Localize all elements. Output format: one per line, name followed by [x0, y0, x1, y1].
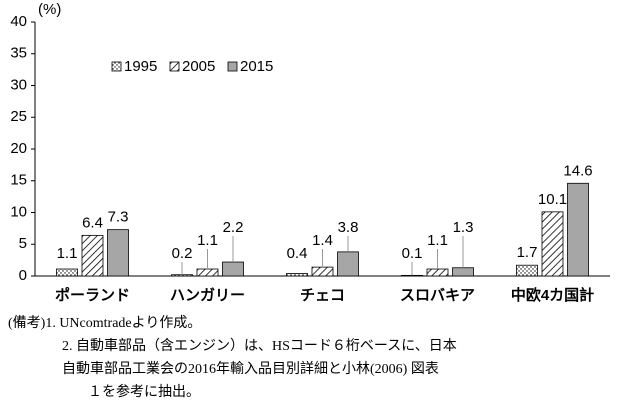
bar [337, 251, 359, 277]
value-label: 0.4 [287, 245, 308, 262]
value-label: 1.1 [427, 232, 448, 249]
bar [541, 211, 564, 277]
y-tick-label: 5 [19, 235, 27, 252]
value-label: 1.7 [517, 244, 538, 261]
x-tick-label: 中欧4カ国計 [511, 286, 594, 304]
bar [311, 266, 334, 277]
y-tick-label: 35 [10, 45, 27, 62]
y-tick-label: 15 [10, 172, 27, 189]
x-tick-label: ポーランド [55, 286, 130, 304]
x-tick-label: ハンガリー [170, 287, 245, 304]
legend-swatch [169, 61, 180, 72]
bar [401, 274, 423, 277]
bar [286, 273, 308, 277]
bar [56, 268, 78, 277]
bar [81, 234, 104, 277]
bar [426, 268, 449, 277]
value-label: 14.6 [563, 162, 592, 179]
bar [107, 229, 129, 277]
value-label: 3.8 [338, 219, 359, 236]
bar [171, 274, 193, 277]
bar [516, 264, 538, 277]
bar [567, 182, 589, 277]
x-tick-label: スロバキア [400, 287, 475, 304]
legend-label: 1995 [124, 58, 157, 75]
value-label: 6.4 [82, 214, 103, 231]
legend-swatch [227, 61, 238, 72]
value-label: 1.3 [453, 219, 474, 236]
legend-label: 2015 [240, 58, 273, 75]
bar [222, 261, 244, 277]
bar [196, 268, 219, 277]
note: 2. 自動車部品（含エンジン）は、HSコード６桁ベースに、日本 [62, 337, 457, 354]
value-label: 7.3 [108, 209, 129, 226]
value-label: 1.1 [197, 232, 218, 249]
value-label: 0.1 [402, 245, 423, 262]
y-unit: (%) [38, 1, 61, 18]
x-tick-label: チェコ [300, 287, 345, 304]
note: (備考)1. UNcomtradeより作成。 [8, 315, 201, 331]
y-tick-label: 40 [10, 13, 27, 30]
y-tick-label: 10 [10, 203, 27, 220]
value-label: 1.4 [312, 232, 333, 249]
legend-label: 2005 [182, 58, 215, 75]
value-label: 10.1 [538, 191, 567, 208]
note: 自動車部品工業会の2016年輸入品目別詳細と小林(2006) 図表 [62, 360, 439, 377]
y-tick-label: 25 [10, 108, 27, 125]
note: １を参考に抽出。 [88, 383, 200, 400]
legend-swatch [111, 61, 122, 72]
value-label: 0.2 [172, 245, 193, 262]
y-tick-label: 20 [10, 140, 27, 157]
bar [452, 267, 474, 277]
value-label: 1.1 [57, 245, 78, 262]
y-tick-label: 0 [19, 267, 27, 284]
y-tick-label: 30 [10, 76, 27, 93]
value-label: 2.2 [223, 219, 244, 236]
